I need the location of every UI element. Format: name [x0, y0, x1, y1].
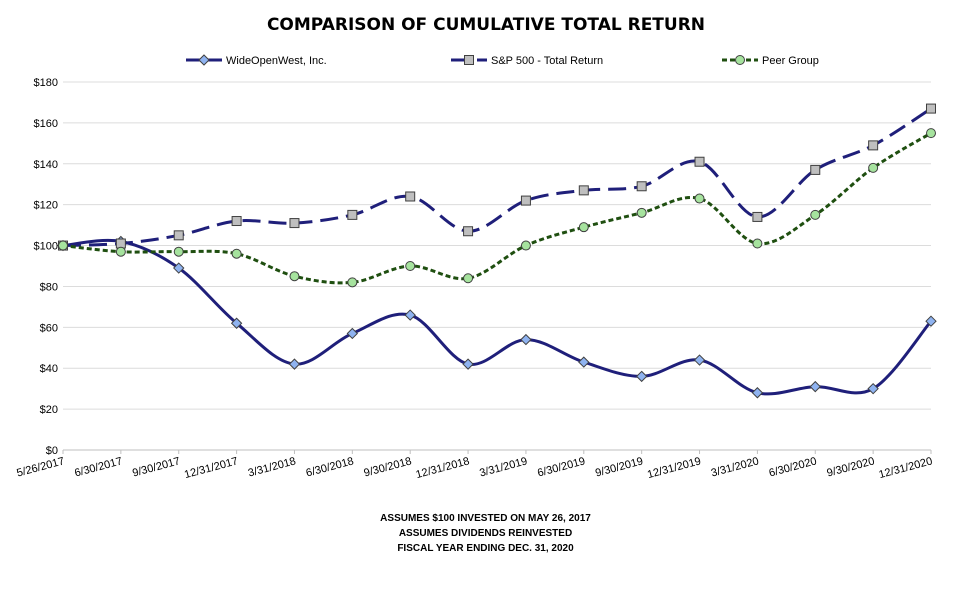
series-peer-group [58, 128, 936, 288]
peer-group-point [520, 240, 531, 251]
y-tick-label: $40 [40, 363, 58, 375]
x-tick-label: 9/30/2017 [131, 455, 181, 479]
s-p-500-total-return-point [231, 216, 242, 227]
peer-group-point [289, 271, 300, 282]
series-s-p-500-total-return [58, 103, 936, 251]
x-tick-label: 3/31/2020 [710, 455, 760, 479]
footnote-dividends: ASSUMES DIVIDENDS REINVESTED [398, 528, 573, 539]
y-tick-label: $20 [40, 404, 58, 416]
footnote-investment: ASSUMES $100 INVESTED ON MAY 26, 2017 [380, 513, 591, 524]
wideopenwest-inc-point [693, 354, 706, 366]
legend-marker [735, 55, 745, 65]
y-tick-label: $100 [34, 241, 58, 253]
legend-entry-wideopenwest-inc: WideOpenWest, Inc. [186, 54, 327, 67]
x-tick-label: 6/30/2017 [73, 455, 123, 479]
peer-group-point [115, 246, 126, 257]
s-p-500-total-return-point [694, 156, 705, 167]
cumulative-return-chart: COMPARISON OF CUMULATIVE TOTAL RETURN Wi… [15, 15, 937, 481]
y-axis: $0 $20 $40 $60 $80 $100 $120 $140 $160 $180 [34, 77, 58, 457]
peer-group-point [405, 261, 416, 271]
s-p-500-total-return-point [868, 140, 879, 151]
wideopenwest-inc-point [173, 262, 185, 274]
series-group [57, 103, 937, 399]
y-tick-label: $120 [34, 200, 58, 212]
s-p-500-total-return-point [578, 185, 589, 196]
x-tick-label: 3/31/2018 [247, 455, 297, 479]
legend-entry-peer-group: Peer Group [722, 55, 819, 67]
series-wideopenwest-inc [57, 235, 937, 399]
wideopenwest-inc-point [230, 317, 243, 329]
legend-label: Peer Group [762, 55, 819, 67]
x-tick-label: 6/30/2019 [536, 455, 586, 479]
y-tick-label: $160 [34, 118, 58, 130]
x-tick-label: 9/30/2020 [826, 455, 876, 479]
wideopenwest-inc-point [925, 315, 937, 327]
peer-group-point [463, 273, 474, 284]
wideopenwest-inc-point [288, 358, 301, 370]
legend-label: WideOpenWest, Inc. [226, 55, 327, 67]
peer-group-point [868, 162, 879, 173]
wideopenwest-inc-line [62, 238, 933, 396]
peer-group-point [173, 246, 184, 257]
x-tick-label: 3/31/2019 [478, 455, 528, 479]
legend-label: S&P 500 - Total Return [491, 55, 603, 67]
s-p-500-total-return-point [347, 209, 358, 220]
legend: WideOpenWest, Inc. S&P 500 - Total Return… [186, 54, 819, 67]
x-tick-label: 9/30/2019 [594, 455, 644, 479]
x-axis: 5/26/2017 6/30/2017 9/30/2017 12/31/2017 3/3… [15, 450, 934, 481]
chart-title: COMPARISON OF CUMULATIVE TOTAL RETURN [267, 15, 705, 35]
legend-entry-s-p-500-total-return: S&P 500 - Total Return [451, 55, 603, 67]
s-p-500-total-return-point [810, 164, 821, 175]
y-tick-label: $80 [40, 281, 58, 293]
wideopenwest-inc-point [346, 327, 359, 340]
s-p-500-total-return-point [289, 218, 300, 229]
legend-marker [198, 54, 210, 66]
footnote-fiscal-year: FISCAL YEAR ENDING DEC. 31, 2020 [397, 543, 574, 554]
gridlines [63, 81, 931, 451]
y-tick-label: $60 [40, 322, 58, 334]
peer-group-point [694, 193, 705, 204]
x-tick-label: 12/31/2019 [646, 455, 702, 481]
peer-group-point [347, 277, 358, 288]
wideopenwest-inc-point [809, 380, 821, 393]
s-p-500-total-return-line [62, 107, 932, 248]
x-tick-label: 9/30/2018 [363, 455, 413, 479]
s-p-500-total-return-point [405, 191, 416, 202]
x-tick-label: 12/31/2020 [877, 455, 933, 481]
x-tick-label: 6/30/2020 [768, 455, 818, 479]
y-tick-label: $180 [34, 77, 58, 89]
s-p-500-total-return-point [520, 195, 531, 206]
peer-group-point [752, 238, 763, 249]
s-p-500-total-return-point [752, 211, 763, 222]
s-p-500-total-return-point [926, 103, 936, 114]
peer-group-point [926, 128, 936, 139]
s-p-500-total-return-point [636, 181, 647, 192]
s-p-500-total-return-point [463, 226, 474, 237]
wideopenwest-inc-point [867, 382, 879, 395]
peer-group-point [231, 248, 242, 259]
wideopenwest-inc-point [404, 309, 416, 321]
x-tick-label: 6/30/2018 [305, 455, 355, 479]
wideopenwest-inc-point [751, 387, 764, 399]
x-tick-label: 5/26/2017 [15, 455, 65, 479]
wideopenwest-inc-point [578, 356, 590, 368]
wideopenwest-inc-point [520, 333, 532, 346]
s-p-500-total-return-point [173, 230, 184, 241]
x-tick-label: 12/31/2018 [415, 455, 471, 481]
y-tick-label: $140 [34, 159, 58, 171]
s-p-500-total-return-point [115, 238, 126, 249]
peer-group-point [810, 209, 821, 220]
peer-group-point [58, 240, 68, 251]
y-tick-label: $0 [46, 445, 58, 457]
peer-group-point [636, 207, 647, 218]
x-tick-label: 12/31/2017 [183, 455, 239, 481]
wideopenwest-inc-point [635, 370, 648, 383]
legend-marker [464, 55, 474, 65]
peer-group-line [62, 131, 932, 285]
peer-group-point [578, 222, 589, 233]
wideopenwest-inc-point [462, 358, 474, 370]
